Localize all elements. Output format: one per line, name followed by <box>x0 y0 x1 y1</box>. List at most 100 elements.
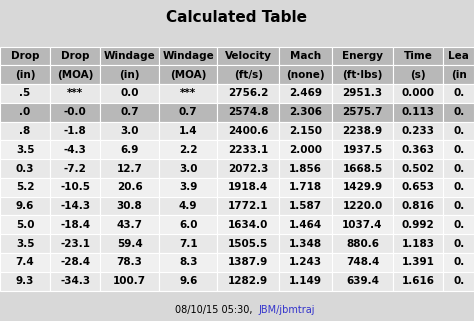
FancyBboxPatch shape <box>443 197 474 215</box>
Text: 0.: 0. <box>453 126 465 136</box>
FancyBboxPatch shape <box>332 178 393 197</box>
FancyBboxPatch shape <box>50 122 100 140</box>
Text: 1634.0: 1634.0 <box>228 220 268 230</box>
FancyBboxPatch shape <box>50 215 100 234</box>
FancyBboxPatch shape <box>279 215 332 234</box>
Text: 30.8: 30.8 <box>117 201 143 211</box>
FancyBboxPatch shape <box>159 103 218 122</box>
FancyBboxPatch shape <box>0 272 50 291</box>
FancyBboxPatch shape <box>443 159 474 178</box>
FancyBboxPatch shape <box>100 65 159 84</box>
FancyBboxPatch shape <box>50 84 100 103</box>
FancyBboxPatch shape <box>50 47 100 65</box>
Text: 4.9: 4.9 <box>179 201 198 211</box>
FancyBboxPatch shape <box>218 215 279 234</box>
FancyBboxPatch shape <box>393 103 443 122</box>
Text: 7.4: 7.4 <box>16 257 35 267</box>
Text: Velocity: Velocity <box>225 51 272 61</box>
FancyBboxPatch shape <box>218 159 279 178</box>
FancyBboxPatch shape <box>159 253 218 272</box>
Text: 0.: 0. <box>453 107 465 117</box>
FancyBboxPatch shape <box>0 215 50 234</box>
Text: .0: .0 <box>19 107 31 117</box>
Text: 1.616: 1.616 <box>402 276 435 286</box>
Text: Calculated Table: Calculated Table <box>166 10 308 25</box>
Text: ***: *** <box>67 89 83 99</box>
FancyBboxPatch shape <box>393 65 443 84</box>
FancyBboxPatch shape <box>100 215 159 234</box>
FancyBboxPatch shape <box>100 272 159 291</box>
FancyBboxPatch shape <box>332 84 393 103</box>
FancyBboxPatch shape <box>443 65 474 84</box>
FancyBboxPatch shape <box>279 197 332 215</box>
FancyBboxPatch shape <box>159 140 218 159</box>
FancyBboxPatch shape <box>50 103 100 122</box>
FancyBboxPatch shape <box>443 215 474 234</box>
FancyBboxPatch shape <box>100 197 159 215</box>
Text: 0.: 0. <box>453 182 465 192</box>
Text: 100.7: 100.7 <box>113 276 146 286</box>
FancyBboxPatch shape <box>393 234 443 253</box>
Text: .8: .8 <box>19 126 31 136</box>
Text: 0.: 0. <box>453 163 465 174</box>
FancyBboxPatch shape <box>332 159 393 178</box>
Text: Lea: Lea <box>448 51 469 61</box>
Text: 1037.4: 1037.4 <box>342 220 383 230</box>
Text: 08/10/15 05:30,: 08/10/15 05:30, <box>175 305 256 315</box>
Text: 9.6: 9.6 <box>179 276 197 286</box>
FancyBboxPatch shape <box>218 197 279 215</box>
FancyBboxPatch shape <box>50 253 100 272</box>
FancyBboxPatch shape <box>332 234 393 253</box>
FancyBboxPatch shape <box>50 65 100 84</box>
Text: 0.: 0. <box>453 239 465 248</box>
Text: 1.4: 1.4 <box>179 126 198 136</box>
FancyBboxPatch shape <box>279 234 332 253</box>
FancyBboxPatch shape <box>0 140 50 159</box>
FancyBboxPatch shape <box>332 272 393 291</box>
Text: 2.469: 2.469 <box>289 89 322 99</box>
FancyBboxPatch shape <box>100 234 159 253</box>
FancyBboxPatch shape <box>279 178 332 197</box>
FancyBboxPatch shape <box>279 84 332 103</box>
FancyBboxPatch shape <box>100 140 159 159</box>
FancyBboxPatch shape <box>393 84 443 103</box>
Text: 0.000: 0.000 <box>402 89 435 99</box>
Text: 1.149: 1.149 <box>289 276 322 286</box>
Text: Windage: Windage <box>162 51 214 61</box>
FancyBboxPatch shape <box>443 140 474 159</box>
Text: 2574.8: 2574.8 <box>228 107 268 117</box>
Text: -0.0: -0.0 <box>64 107 87 117</box>
Text: (in): (in) <box>119 70 140 80</box>
Text: -18.4: -18.4 <box>60 220 91 230</box>
FancyBboxPatch shape <box>218 272 279 291</box>
Text: 2238.9: 2238.9 <box>342 126 383 136</box>
Text: 6.9: 6.9 <box>120 145 139 155</box>
FancyBboxPatch shape <box>393 272 443 291</box>
Text: -10.5: -10.5 <box>60 182 90 192</box>
Text: 0.653: 0.653 <box>402 182 435 192</box>
FancyBboxPatch shape <box>218 65 279 84</box>
Text: 2951.3: 2951.3 <box>342 89 383 99</box>
Text: 1.464: 1.464 <box>289 220 322 230</box>
FancyBboxPatch shape <box>100 159 159 178</box>
Text: 3.5: 3.5 <box>16 239 34 248</box>
Text: 0.: 0. <box>453 89 465 99</box>
FancyBboxPatch shape <box>279 122 332 140</box>
Text: 1772.1: 1772.1 <box>228 201 268 211</box>
FancyBboxPatch shape <box>159 234 218 253</box>
FancyBboxPatch shape <box>218 140 279 159</box>
Text: (in: (in <box>451 70 466 80</box>
FancyBboxPatch shape <box>279 140 332 159</box>
Text: Windage: Windage <box>104 51 155 61</box>
Text: 2.150: 2.150 <box>289 126 322 136</box>
Text: 6.0: 6.0 <box>179 220 198 230</box>
FancyBboxPatch shape <box>443 84 474 103</box>
Text: Mach: Mach <box>290 51 321 61</box>
FancyBboxPatch shape <box>393 215 443 234</box>
Text: (in): (in) <box>15 70 36 80</box>
Text: 639.4: 639.4 <box>346 276 379 286</box>
FancyBboxPatch shape <box>443 178 474 197</box>
FancyBboxPatch shape <box>218 122 279 140</box>
FancyBboxPatch shape <box>100 47 159 65</box>
Text: 0.0: 0.0 <box>120 89 139 99</box>
